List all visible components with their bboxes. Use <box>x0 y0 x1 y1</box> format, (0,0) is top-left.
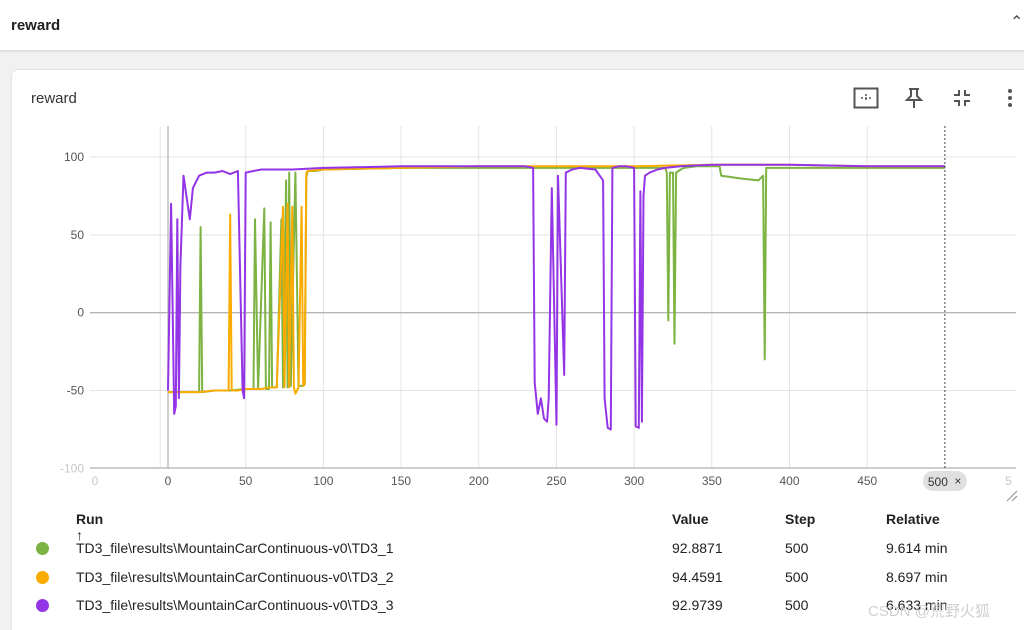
relative-column-header[interactable]: Relative <box>886 511 940 527</box>
run-value: 94.4591 <box>672 569 723 585</box>
x-tick-label: 200 <box>469 474 489 488</box>
hover-step-label: 500 <box>928 475 948 489</box>
close-icon[interactable]: × <box>954 474 961 488</box>
resize-icon[interactable] <box>1006 490 1018 502</box>
x-tick-label: 100 <box>313 474 333 488</box>
series-line <box>168 163 945 395</box>
watermark: CSDN @荒野火狐 <box>868 603 990 620</box>
fit-domain-icon[interactable] <box>852 84 880 112</box>
step-column-header[interactable]: Step <box>785 511 816 527</box>
y-tick-label: -50 <box>67 384 85 398</box>
x-tick-label: 50 <box>239 474 253 488</box>
series-line <box>167 163 945 431</box>
fullscreen-exit-icon[interactable] <box>948 84 976 112</box>
run-step: 500 <box>785 597 809 613</box>
top-bar: reward ⌃ <box>0 0 1024 51</box>
y-tick-label: 50 <box>71 228 85 242</box>
value-column-header[interactable]: Value <box>672 511 709 527</box>
run-name: TD3_file\results\MountainCarContinuous-v… <box>76 540 394 556</box>
chart-area[interactable]: -100 -50 0 50 100 0 0 50 100 150 200 250 300 350 400 45… <box>0 0 1024 515</box>
run-relative: 9.614 min <box>886 540 948 556</box>
run-color-dot <box>36 599 49 612</box>
run-step: 500 <box>785 569 809 585</box>
run-value: 92.8871 <box>672 540 723 556</box>
run-name: TD3_file\results\MountainCarContinuous-v… <box>76 569 394 585</box>
hover-step-badge <box>922 471 967 491</box>
x-tick-label: 250 <box>546 474 566 488</box>
x-tick-label: 300 <box>624 474 644 488</box>
run-relative: 6.633 min <box>886 597 948 613</box>
line-chart[interactable]: -100 -50 0 50 100 0 0 50 100 150 200 250 300 350 400 45… <box>0 0 1024 510</box>
x-tick-label: 400 <box>780 474 800 488</box>
run-step: 500 <box>785 540 809 556</box>
x-tick-label: 150 <box>391 474 411 488</box>
run-color-dot <box>36 571 49 584</box>
chart-card: reward <box>12 70 1024 630</box>
run-value: 92.9739 <box>672 597 723 613</box>
y-tick-label: -100 <box>60 461 84 475</box>
y-tick-label: 100 <box>64 150 84 164</box>
x-tick-label: 0 <box>92 474 99 488</box>
run-color-dot <box>36 542 49 555</box>
y-tick-label: 0 <box>77 306 84 320</box>
collapse-icon[interactable]: ⌃ <box>1010 14 1024 31</box>
more-vert-icon[interactable] <box>996 84 1024 112</box>
x-tick-label: 350 <box>702 474 722 488</box>
pin-icon[interactable] <box>900 84 928 112</box>
x-tick-label: 5 <box>1005 474 1012 488</box>
run-relative: 8.697 min <box>886 569 948 585</box>
page-title: reward <box>11 17 61 34</box>
run-name: TD3_file\results\MountainCarContinuous-v… <box>76 597 394 613</box>
x-tick-label: 0 <box>165 474 172 488</box>
card-title: reward <box>31 90 77 107</box>
x-tick-label: 450 <box>857 474 877 488</box>
run-column-header[interactable]: Run ↑ <box>76 511 104 543</box>
